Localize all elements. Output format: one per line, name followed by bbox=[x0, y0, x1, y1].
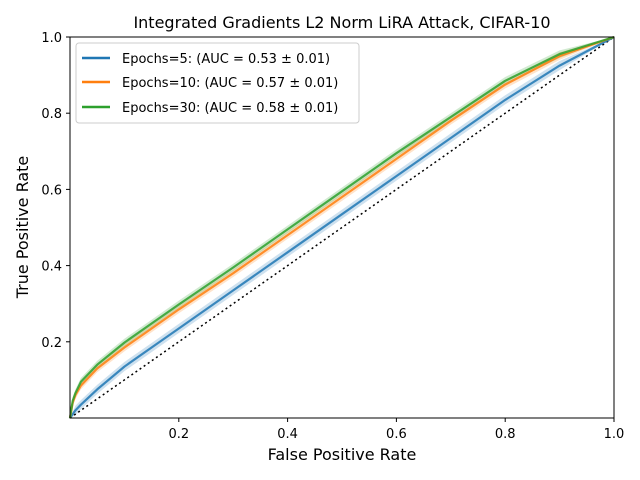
x-tick-label: 0.4 bbox=[277, 427, 298, 442]
series-line-1 bbox=[68, 35, 615, 419]
x-tick-label: 0.6 bbox=[386, 427, 407, 442]
legend-label-epochs-10: Epochs=10: (AUC = 0.57 ± 0.01) bbox=[122, 76, 338, 91]
legend-label-epochs-5: Epochs=5: (AUC = 0.53 ± 0.01) bbox=[122, 52, 330, 67]
x-tick-label: 1.0 bbox=[604, 427, 625, 442]
x-axis-label: False Positive Rate bbox=[268, 445, 417, 464]
y-tick-label: 0.8 bbox=[41, 107, 62, 122]
series-lines bbox=[68, 35, 615, 419]
legend-label-epochs-30: Epochs=30: (AUC = 0.58 ± 0.01) bbox=[122, 101, 338, 116]
series-line-0 bbox=[69, 36, 615, 419]
plot-area-frame bbox=[69, 36, 615, 419]
legend: Epochs=5: (AUC = 0.53 ± 0.01) Epochs=10:… bbox=[75, 42, 360, 124]
y-tick-label: 0.6 bbox=[41, 183, 62, 198]
y-axis-label: True Positive Rate bbox=[13, 156, 32, 300]
x-tick-label: 0.8 bbox=[495, 427, 516, 442]
y-tick-label: 0.2 bbox=[41, 336, 62, 351]
y-tick-label: 1.0 bbox=[41, 31, 62, 46]
x-tick-label: 0.2 bbox=[168, 427, 189, 442]
chance-diagonal-line bbox=[69, 36, 615, 419]
y-axis-ticks: 0.2 0.4 0.6 0.8 1.0 bbox=[41, 31, 70, 351]
legend-box bbox=[75, 42, 360, 124]
y-tick-label: 0.4 bbox=[41, 260, 62, 275]
x-axis-ticks: 0.2 0.4 0.6 0.8 1.0 bbox=[168, 418, 624, 442]
chart-title: Integrated Gradients L2 Norm LiRA Attack… bbox=[133, 13, 550, 32]
series-line-2 bbox=[68, 35, 615, 419]
